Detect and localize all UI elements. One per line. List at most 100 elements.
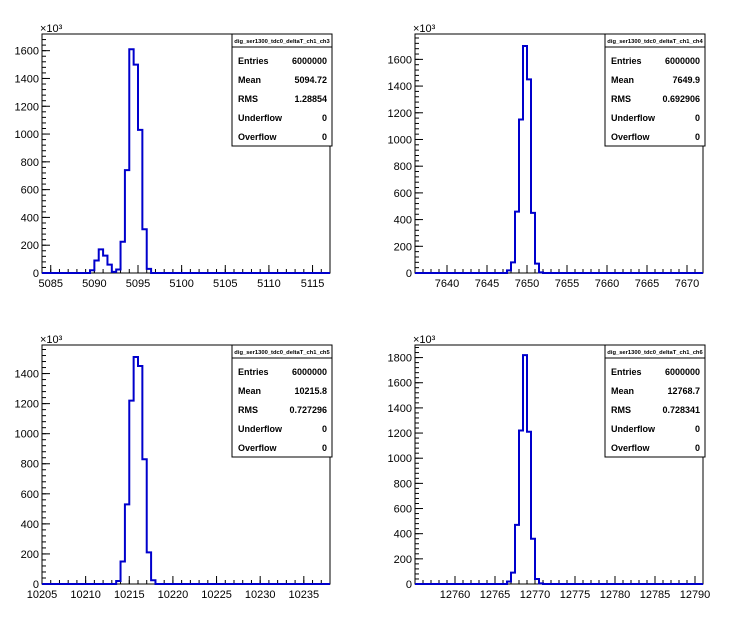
stats-value: 6000000 [292, 56, 327, 66]
stats-box: dig_ser1300_tdc0_deltaT_ch1_ch3 Entries 60… [231, 33, 333, 147]
histogram-bin [507, 270, 511, 273]
stats-label: Mean [611, 75, 634, 85]
x-tick-label: 7650 [515, 278, 539, 290]
stats-value: 12768.7 [667, 386, 700, 396]
stats-box-frame [604, 33, 706, 147]
histogram-bin [527, 432, 531, 584]
histogram-bin [129, 401, 133, 584]
histogram-panel-2: 0 200 400 600 800 1000 1200 1400 1600 7640 7645 765… [388, 23, 706, 290]
x-tick-label: 10205 [27, 589, 58, 601]
y-tick-label: 600 [21, 185, 39, 197]
histogram-bin [116, 270, 120, 273]
histogram-bin [535, 264, 539, 273]
x-tick-label: 5095 [126, 278, 150, 290]
histogram-outline [415, 354, 703, 585]
histogram-bin [523, 355, 527, 584]
y-tick-label: 1000 [388, 453, 412, 465]
stats-value: 10215.8 [294, 386, 327, 396]
exponent-label: ×10³ [413, 334, 436, 346]
stats-label: Overflow [238, 132, 278, 142]
stats-label: Entries [238, 56, 269, 66]
histogram-bin [527, 79, 531, 273]
y-tick-label: 400 [394, 529, 412, 541]
y-tick-label: 200 [394, 554, 412, 566]
histogram-bin [90, 270, 94, 273]
y-tick-label: 600 [21, 489, 39, 501]
stats-box-name: dig_ser1300_tdc0_deltaT_ch1_ch6 [607, 350, 703, 356]
stats-value: 7649.9 [672, 75, 700, 85]
histogram-bin [147, 552, 151, 584]
stats-box-name: dig_ser1300_tdc0_deltaT_ch1_ch4 [607, 39, 703, 45]
y-tick-label: 800 [21, 459, 39, 471]
y-tick-label: 1200 [15, 101, 39, 113]
histogram-bin [94, 260, 98, 273]
stats-value: 0.727296 [289, 405, 327, 415]
x-tick-label: 7655 [555, 278, 579, 290]
histogram-outline [42, 48, 330, 274]
stats-label: Entries [611, 56, 642, 66]
histogram-bin [107, 265, 111, 273]
stats-label: Underflow [611, 424, 656, 434]
histogram-bin [531, 539, 535, 584]
stats-value: 0 [695, 424, 700, 434]
stats-value: 1.28854 [294, 94, 327, 104]
stats-label: Underflow [611, 113, 656, 123]
y-tick-label: 800 [21, 157, 39, 169]
histogram-bin [142, 229, 146, 273]
y-tick-label: 400 [394, 215, 412, 227]
stats-label: Overflow [611, 443, 651, 453]
y-tick-label: 800 [394, 478, 412, 490]
y-tick-label: 200 [21, 240, 39, 252]
x-tick-label: 10220 [158, 589, 189, 601]
stats-box: dig_ser1300_tdc0_deltaT_ch1_ch4 Entries 60… [604, 33, 706, 147]
y-tick-label: 200 [394, 241, 412, 253]
histogram-bin [142, 459, 146, 584]
stats-label: Mean [611, 386, 634, 396]
histogram-bin [138, 366, 142, 584]
histogram-bin [519, 431, 523, 584]
histogram-bin [151, 580, 155, 584]
histogram-bin [134, 65, 138, 273]
x-tick-label: 7640 [435, 278, 459, 290]
x-tick-label: 12775 [560, 589, 591, 601]
x-tick-label: 7665 [635, 278, 659, 290]
histogram-bin [116, 581, 120, 584]
x-tick-label: 5085 [38, 278, 62, 290]
x-tick-label: 12770 [520, 589, 551, 601]
y-tick-label: 1400 [388, 403, 412, 415]
y-tick-label: 0 [406, 579, 412, 591]
histogram-bin [125, 504, 129, 584]
exponent-label: ×10³ [40, 23, 63, 35]
stats-value: 6000000 [665, 367, 700, 377]
x-tick-label: 10225 [201, 589, 232, 601]
histogram-bin [507, 581, 511, 584]
stats-box-name: dig_ser1300_tdc0_deltaT_ch1_ch5 [234, 350, 330, 356]
stats-label: Entries [238, 367, 269, 377]
stats-value: 0 [695, 443, 700, 453]
stats-box-frame [604, 344, 706, 458]
stats-box-name: dig_ser1300_tdc0_deltaT_ch1_ch3 [234, 39, 330, 45]
x-tick-label: 10210 [70, 589, 101, 601]
x-tick-label: 7660 [595, 278, 619, 290]
stats-value: 0 [322, 424, 327, 434]
y-tick-label: 1000 [15, 129, 39, 141]
stats-label: Overflow [238, 443, 278, 453]
stats-value: 6000000 [292, 367, 327, 377]
x-tick-label: 12760 [440, 589, 471, 601]
x-tick-label: 12790 [680, 589, 711, 601]
stats-value: 5094.72 [294, 75, 327, 85]
y-tick-label: 1600 [388, 54, 412, 66]
histogram-bin [539, 583, 543, 584]
exponent-label: ×10³ [413, 23, 436, 35]
stats-label: RMS [611, 94, 631, 104]
y-tick-label: 0 [406, 268, 412, 280]
stats-label: RMS [238, 94, 258, 104]
stats-label: RMS [238, 405, 258, 415]
stats-box: dig_ser1300_tdc0_deltaT_ch1_ch6 Entries 60… [604, 344, 706, 458]
x-tick-label: 5100 [169, 278, 193, 290]
stats-box-frame [231, 33, 333, 147]
histogram-outline [42, 356, 330, 585]
y-tick-label: 1400 [388, 81, 412, 93]
histogram-panel-4: 0 200 400 600 800 1000 1200 1400 1600 1800 12760 12… [388, 334, 711, 601]
